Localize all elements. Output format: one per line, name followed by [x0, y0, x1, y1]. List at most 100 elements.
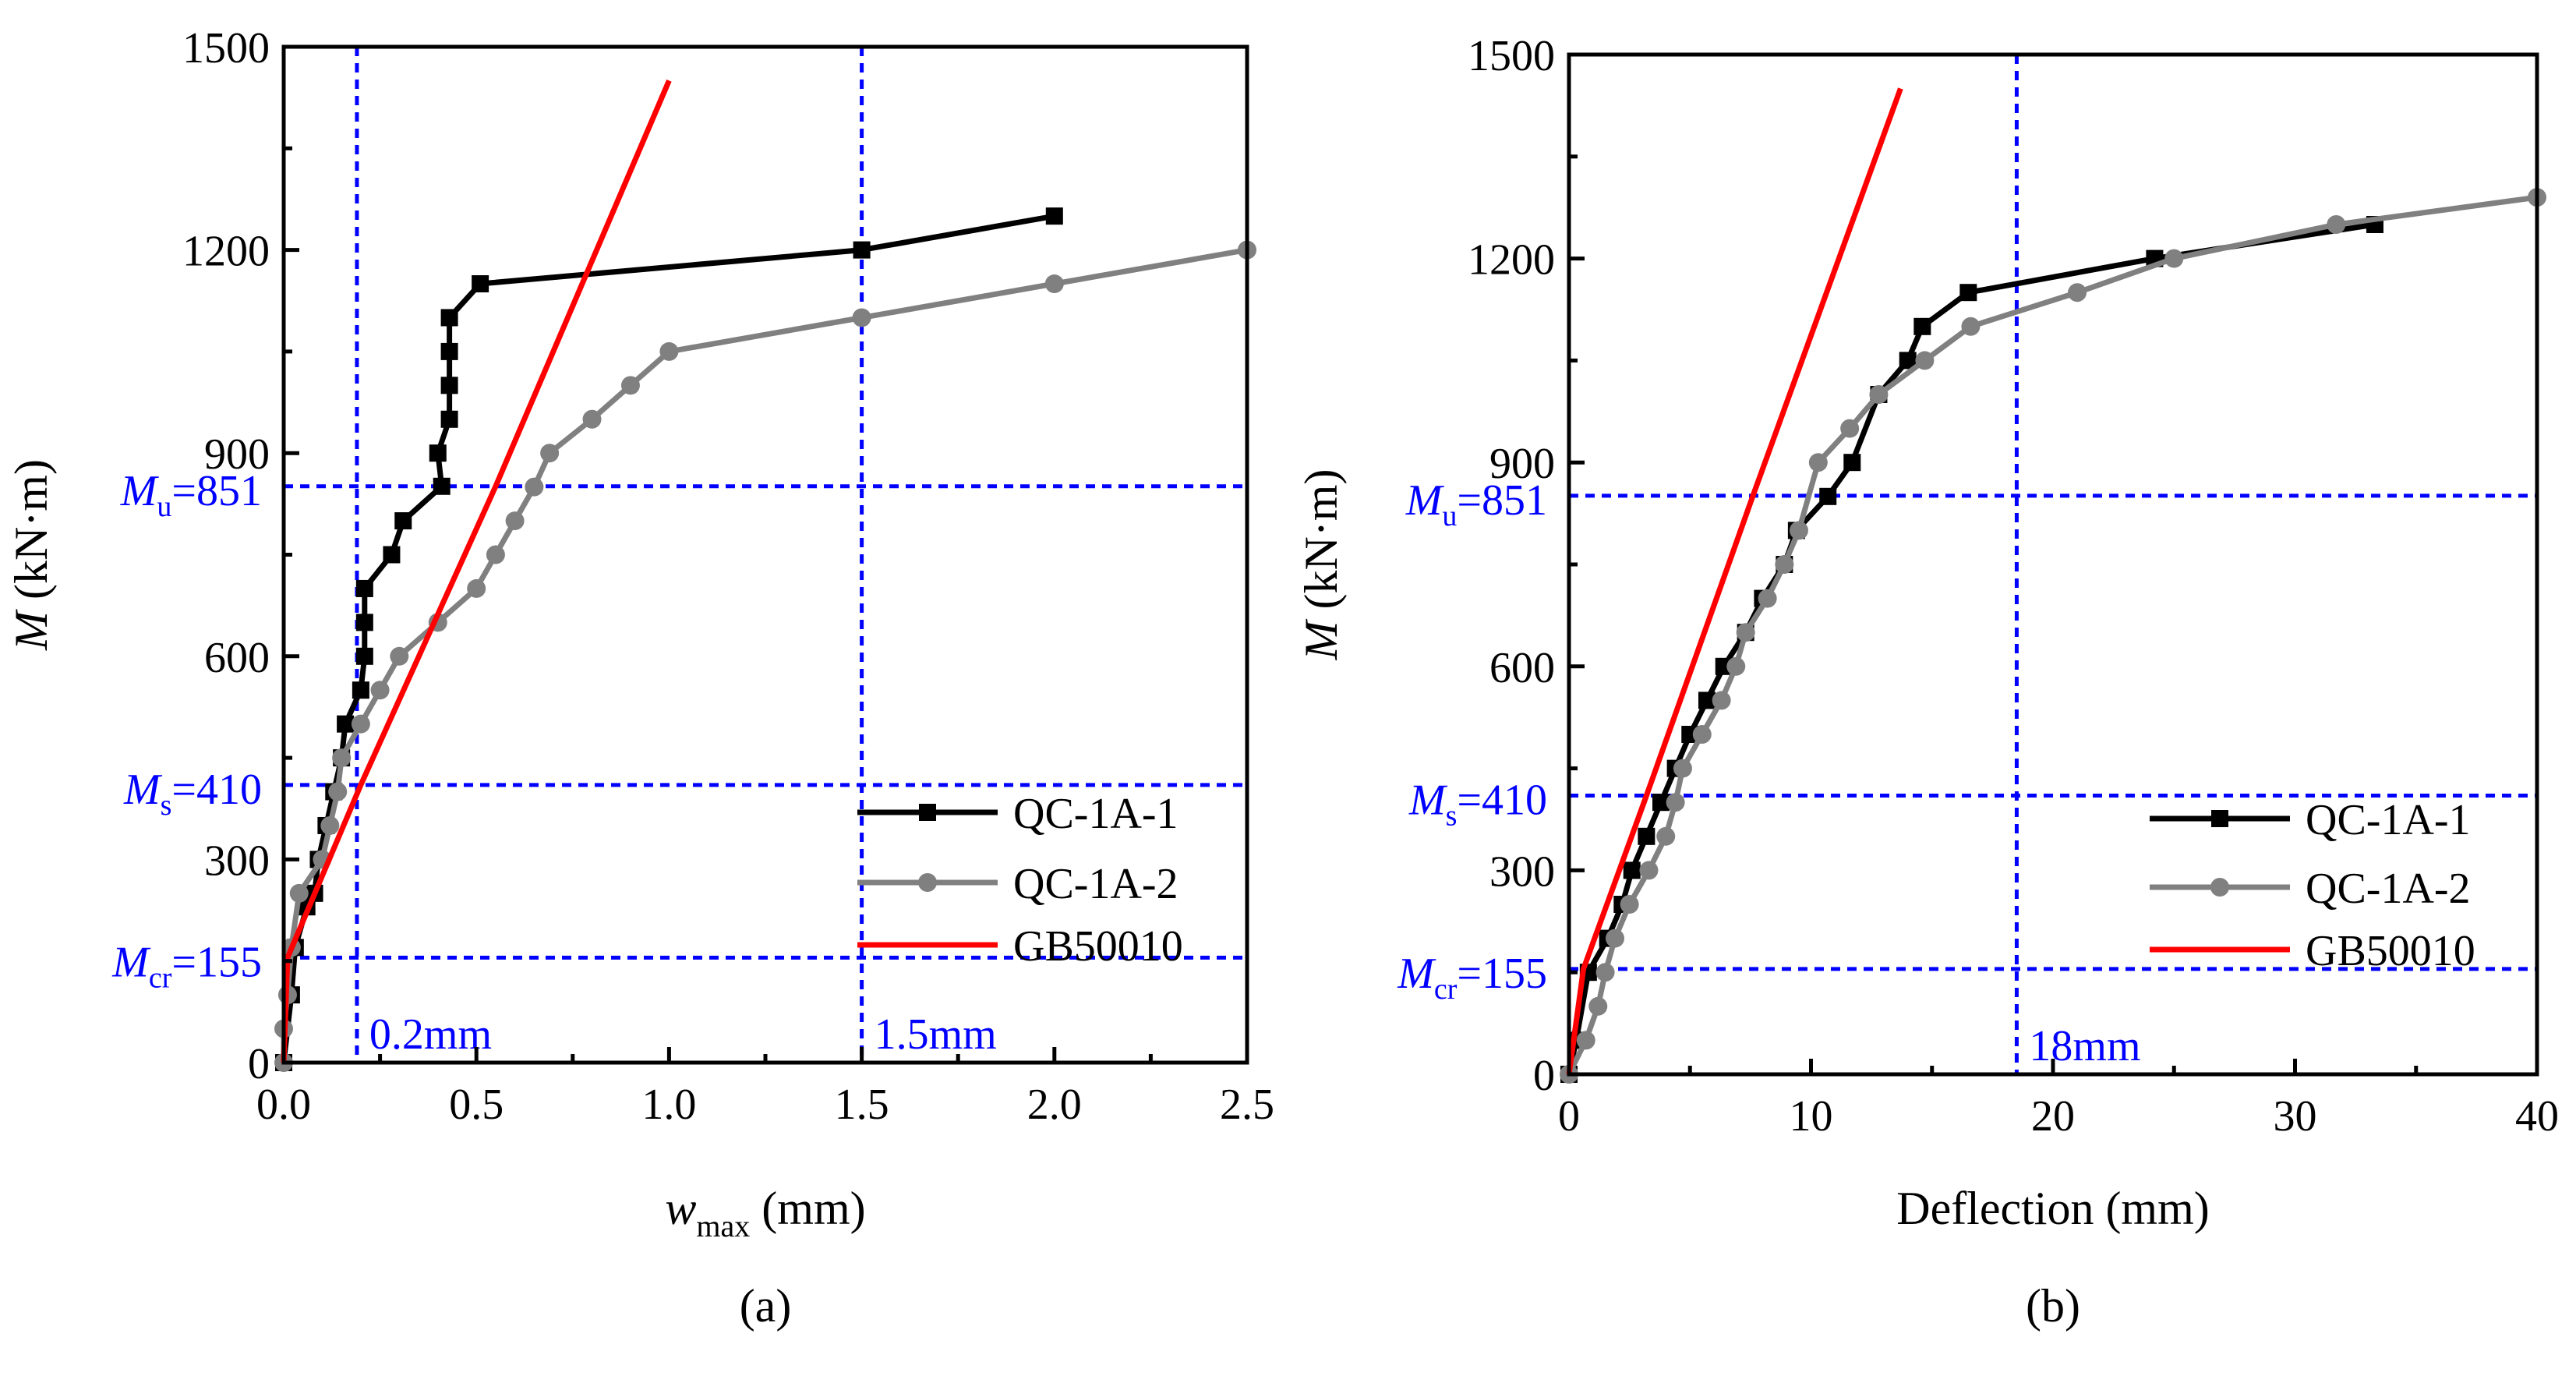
y-axis-label-unit: (kN·m): [1295, 469, 1347, 621]
x-tick-label: 2.0: [1027, 1081, 1082, 1129]
hline-label-sub: u: [1442, 500, 1457, 532]
point-QC-1A-2-22: [2068, 283, 2087, 302]
point-QC-1A-1-21: [1959, 284, 1977, 302]
point-QC-1A-2-16: [525, 477, 544, 497]
y-tick-label: 300: [204, 837, 270, 885]
x-axis-label: Deflection (mm): [1896, 1183, 2210, 1234]
point-QC-1A-2-11: [390, 646, 409, 666]
hline-label-main: M: [1408, 776, 1448, 824]
x-tick-label: 0: [1558, 1092, 1580, 1141]
point-QC-1A-2-8: [1666, 793, 1685, 812]
hline-label-sub: u: [157, 490, 171, 523]
point-QC-1A-2-5: [1620, 895, 1639, 914]
point-QC-1A-2-17: [540, 444, 560, 463]
x-tick-label: 0.5: [449, 1081, 504, 1129]
y-tick-label: 600: [1489, 644, 1555, 692]
point-QC-1A-1-24: [1045, 207, 1063, 225]
chart-caption: (a): [740, 1280, 792, 1332]
legend-label: QC-1A-1: [1013, 790, 1178, 838]
point-QC-1A-1-21: [440, 309, 458, 327]
hline-label-u: Mu=851: [1405, 476, 1547, 532]
point-QC-1A-2-22: [1044, 274, 1064, 294]
legend-marker-QC-1A-2: [918, 873, 937, 892]
vline-label: 18mm: [2029, 1022, 2140, 1070]
point-QC-1A-2-18: [1840, 419, 1860, 438]
hline-label-value: =851: [1457, 476, 1547, 525]
point-QC-1A-2-3: [1595, 963, 1615, 982]
point-QC-1A-1-16: [433, 477, 451, 495]
y-tick-label: 900: [1489, 440, 1555, 488]
point-QC-1A-1-19: [440, 377, 458, 394]
x-tick-label: 1.0: [641, 1081, 696, 1129]
chart-caption: (b): [2026, 1280, 2080, 1332]
y-tick-label: 900: [204, 430, 270, 479]
point-QC-1A-2-21: [852, 308, 871, 327]
point-QC-1A-1-23: [853, 241, 871, 259]
point-QC-1A-2-20: [1915, 351, 1935, 370]
point-QC-1A-1-11: [355, 647, 373, 665]
legend-label: GB50010: [2306, 927, 2475, 975]
legend-marker-QC-1A-2: [2210, 878, 2229, 897]
point-QC-1A-2-6: [320, 815, 340, 835]
hline-label-main: M: [1405, 476, 1445, 525]
point-QC-1A-2-13: [1736, 623, 1755, 642]
point-QC-1A-2-19: [1869, 385, 1889, 404]
y-axis-label: M (kN·m): [1295, 469, 1347, 661]
point-QC-1A-2-4: [1605, 929, 1624, 948]
point-QC-1A-1-20: [440, 342, 458, 360]
y-tick-label: 1500: [1468, 32, 1555, 80]
point-QC-1A-1-17: [429, 444, 447, 462]
point-QC-1A-1-10: [352, 681, 369, 699]
legend-marker-QC-1A-1: [2211, 810, 2228, 827]
legend-label: QC-1A-2: [1013, 860, 1178, 908]
x-tick-label: 40: [2515, 1092, 2559, 1141]
hline-label-cr: Mcr=155: [1397, 950, 1547, 1006]
hline-label-cr: Mcr=155: [111, 938, 262, 994]
point-QC-1A-2-14: [486, 545, 505, 564]
point-QC-1A-1-9: [337, 715, 355, 733]
hline-label-value: =851: [171, 467, 262, 515]
hline-label-value: =410: [171, 766, 262, 814]
point-QC-1A-1-13: [355, 579, 373, 597]
y-tick-label: 600: [204, 634, 270, 682]
point-QC-1A-2-19: [620, 376, 640, 395]
x-tick-label: 30: [2274, 1092, 2317, 1141]
point-QC-1A-2-14: [1758, 589, 1777, 608]
point-QC-1A-2-20: [659, 341, 679, 361]
vline-label: 1.5mm: [875, 1010, 997, 1059]
point-QC-1A-2-15: [1775, 555, 1794, 574]
point-QC-1A-1-6: [1638, 827, 1655, 845]
plot-frame: [1567, 52, 2539, 1077]
x-tick-label: 2.5: [1220, 1081, 1274, 1129]
hline-label-u: Mu=851: [120, 467, 262, 523]
series-line-GB50010: [1566, 87, 1903, 1075]
point-QC-1A-2-8: [332, 748, 352, 768]
point-QC-1A-1-7: [1652, 794, 1670, 812]
point-QC-1A-1-15: [394, 512, 412, 530]
hline-label-main: M: [123, 766, 163, 814]
y-axis-label: M (kN·m): [5, 459, 57, 651]
x-axis-label-unit: (mm): [2094, 1183, 2209, 1234]
point-QC-1A-2-7: [328, 782, 348, 801]
point-QC-1A-1-17: [1843, 454, 1861, 472]
x-tick-label: 1.5: [835, 1081, 889, 1129]
hline-label-s: Ms=410: [123, 766, 262, 822]
hline-label-value: =155: [171, 938, 262, 986]
point-QC-1A-2-17: [1808, 453, 1828, 472]
hline-label-value: =155: [1457, 950, 1547, 998]
point-QC-1A-2-16: [1789, 521, 1808, 540]
y-axis-label-main: M: [1295, 618, 1347, 660]
y-tick-label: 0: [248, 1040, 270, 1088]
point-QC-1A-2-23: [2164, 249, 2184, 268]
hline-label-value: =410: [1457, 776, 1547, 824]
point-QC-1A-2-12: [1726, 656, 1746, 676]
x-axis-label-main: w: [665, 1183, 696, 1234]
hline-label-main: M: [120, 467, 160, 515]
point-QC-1A-2-2: [1588, 996, 1608, 1016]
hline-label-main: M: [111, 938, 151, 986]
x-tick-label: 0.0: [256, 1081, 311, 1129]
legend-label: QC-1A-2: [2306, 865, 2471, 913]
